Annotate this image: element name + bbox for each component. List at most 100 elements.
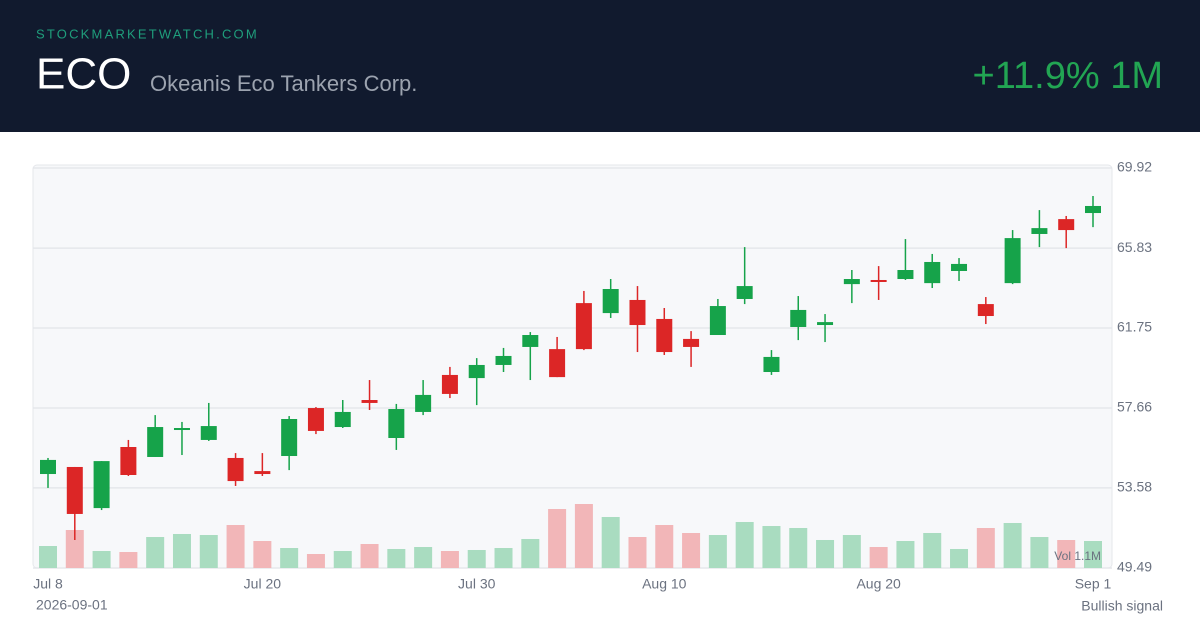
volume-bar [735, 521, 754, 568]
y-tick-label: 57.66 [1117, 399, 1152, 415]
y-tick-label: 53.58 [1117, 479, 1152, 495]
volume-bar [1030, 537, 1049, 568]
candle-body [415, 394, 432, 412]
volume-bar [467, 549, 486, 568]
candle-body [549, 349, 566, 378]
candle-body [843, 279, 860, 285]
volume-bar [1003, 522, 1022, 568]
candle-body [307, 408, 324, 431]
candle-body [790, 309, 807, 327]
volume-bar [923, 532, 942, 568]
volume-bar [146, 537, 165, 568]
candle-body [736, 286, 753, 299]
candle-body [575, 303, 592, 350]
candle-body [522, 335, 539, 347]
x-tick-label: Sep 1 [1075, 576, 1112, 592]
candle-body [468, 364, 485, 379]
volume-bar [655, 525, 674, 568]
volume-label: Vol 1.1M [1054, 549, 1101, 563]
y-tick-label: 65.83 [1117, 239, 1152, 255]
company-name: Okeanis Eco Tankers Corp. [150, 71, 417, 96]
candle-body [763, 356, 780, 373]
candle-body [817, 322, 834, 326]
volume-bar [521, 538, 540, 568]
price-change: +11.9% 1M [973, 55, 1163, 97]
volume-bar [306, 554, 325, 568]
plot-area [32, 164, 1113, 569]
header-bar [0, 0, 1200, 132]
y-tick-label: 49.49 [1117, 559, 1152, 575]
x-tick-label: Jul 20 [244, 576, 282, 592]
volume-bar [414, 547, 433, 568]
volume-bar [708, 534, 727, 568]
volume-bar [92, 550, 111, 568]
volume-bar [226, 525, 245, 568]
volume-bar [360, 543, 379, 568]
candle-body [281, 419, 298, 457]
volume-bar [65, 530, 84, 568]
candle-body [924, 261, 941, 284]
candle-body [66, 466, 83, 514]
candle-body [334, 411, 351, 428]
volume-bar [440, 550, 459, 568]
volume-bar [789, 527, 808, 568]
x-tick-label: Jul 30 [458, 576, 496, 592]
x-tick-label: Aug 10 [642, 576, 687, 592]
candle-body [40, 459, 56, 475]
volume-bar [280, 548, 299, 568]
x-tick-label: Aug 20 [856, 576, 901, 592]
candle-body [897, 270, 914, 280]
candle-body [951, 263, 968, 271]
candle-body [683, 338, 700, 347]
candle-body [227, 457, 244, 482]
candle-body [1058, 219, 1075, 231]
volume-bar [1057, 539, 1076, 568]
volume-bar [628, 537, 647, 568]
y-tick-label: 69.92 [1117, 159, 1152, 175]
volume-bar [119, 552, 138, 568]
volume-bar [494, 548, 513, 568]
candle-body [1085, 205, 1101, 214]
volume-bar [976, 527, 995, 568]
volume-bar [172, 533, 191, 568]
candle-body [977, 304, 994, 317]
candle-body [602, 288, 619, 314]
volume-bar [842, 534, 861, 568]
volume-bar [950, 548, 969, 568]
candle-body [1004, 238, 1021, 284]
volume-bar [1084, 541, 1102, 568]
candle-body [1031, 228, 1048, 234]
x-tick-label: Jul 8 [33, 576, 63, 592]
volume-bar [869, 547, 888, 568]
candle-body [200, 426, 217, 440]
candle-body [495, 355, 512, 365]
volume-bar [682, 532, 701, 568]
volume-bar [199, 534, 218, 568]
candle-body [120, 447, 137, 475]
volume-bar [253, 541, 272, 568]
candle-body [388, 409, 405, 438]
volume-bar [896, 541, 915, 568]
volume-bar [601, 516, 620, 568]
volume-bar [762, 526, 781, 568]
volume-bar [548, 509, 567, 568]
candle-body [441, 374, 458, 394]
candle-body [173, 428, 190, 431]
site-name: STOCKMARKETWATCH.COM [36, 26, 259, 41]
footer-signal: Bullish signal [1081, 598, 1163, 614]
y-tick-label: 61.75 [1117, 319, 1152, 335]
candle-body [870, 279, 887, 282]
volume-bar [387, 548, 406, 568]
candle-body [254, 471, 271, 475]
ticker: ECO [36, 50, 131, 99]
volume-bar [39, 545, 57, 568]
volume-bar [333, 550, 352, 568]
candle-body [656, 318, 673, 353]
footer-date: 2026-09-01 [36, 597, 108, 613]
volume-bar [816, 539, 835, 568]
candle-body [147, 427, 164, 457]
candle-body [93, 461, 110, 509]
candle-body [629, 299, 646, 326]
